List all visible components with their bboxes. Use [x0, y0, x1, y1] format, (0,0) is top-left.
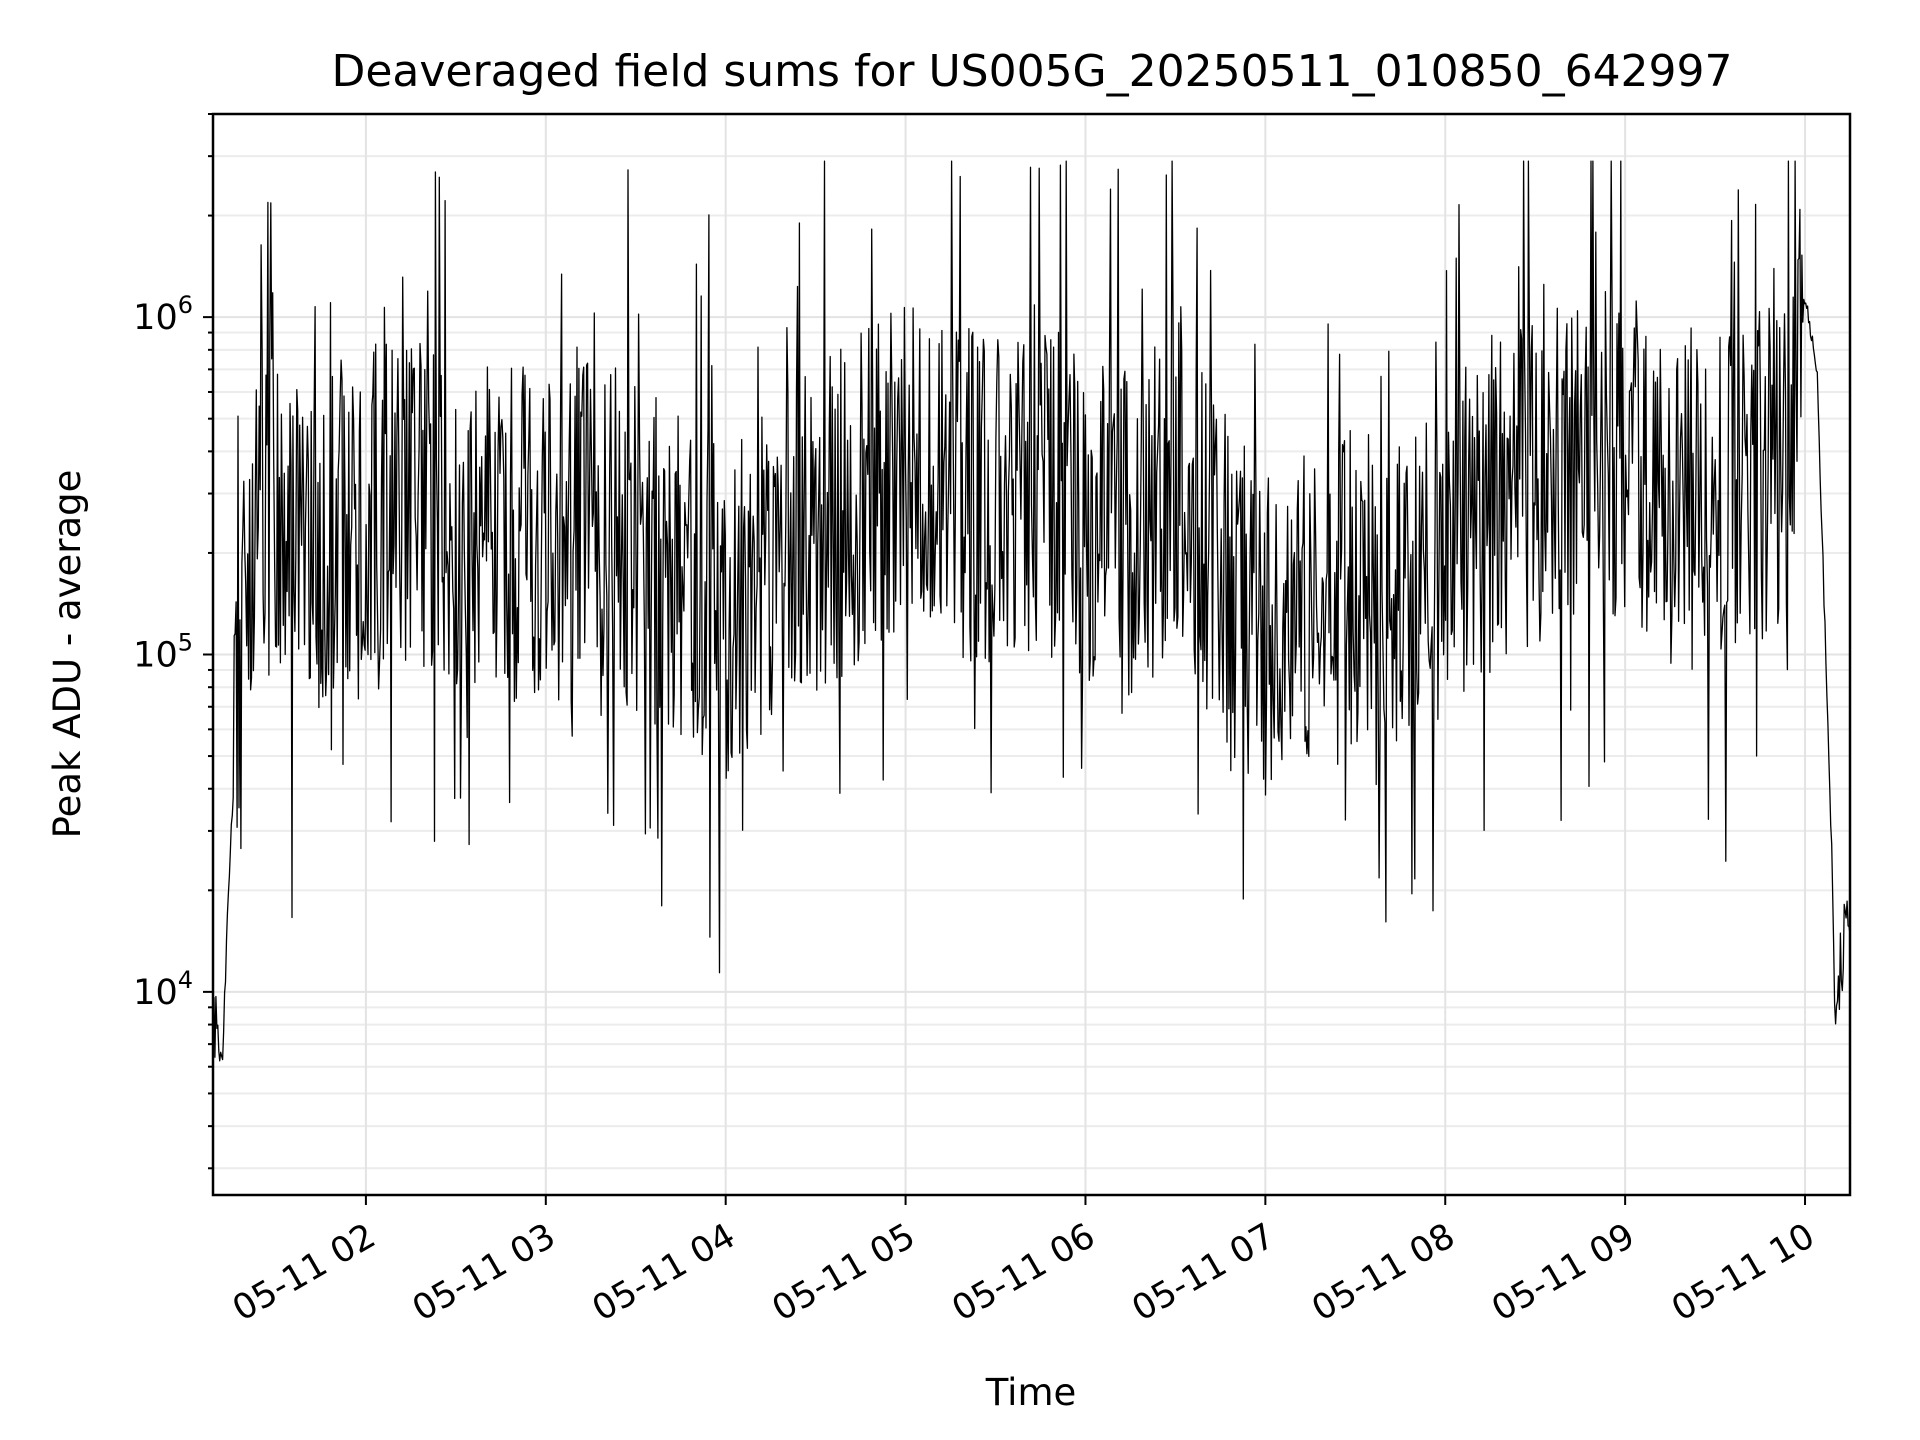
y-axis-label: Peak ADU - average — [46, 470, 89, 839]
x-axis-label: Time — [985, 1371, 1077, 1414]
y-tick-label: 105 — [133, 629, 193, 676]
series-layer — [212, 160, 1851, 1062]
y-axis: 104 105 106 — [133, 113, 213, 1170]
chart-title: Deaveraged field sums for US005G_2025051… — [331, 46, 1732, 97]
data-series-line — [212, 160, 1851, 1062]
y-tick-label: 104 — [133, 966, 193, 1013]
y-tick-label: 106 — [133, 291, 193, 338]
